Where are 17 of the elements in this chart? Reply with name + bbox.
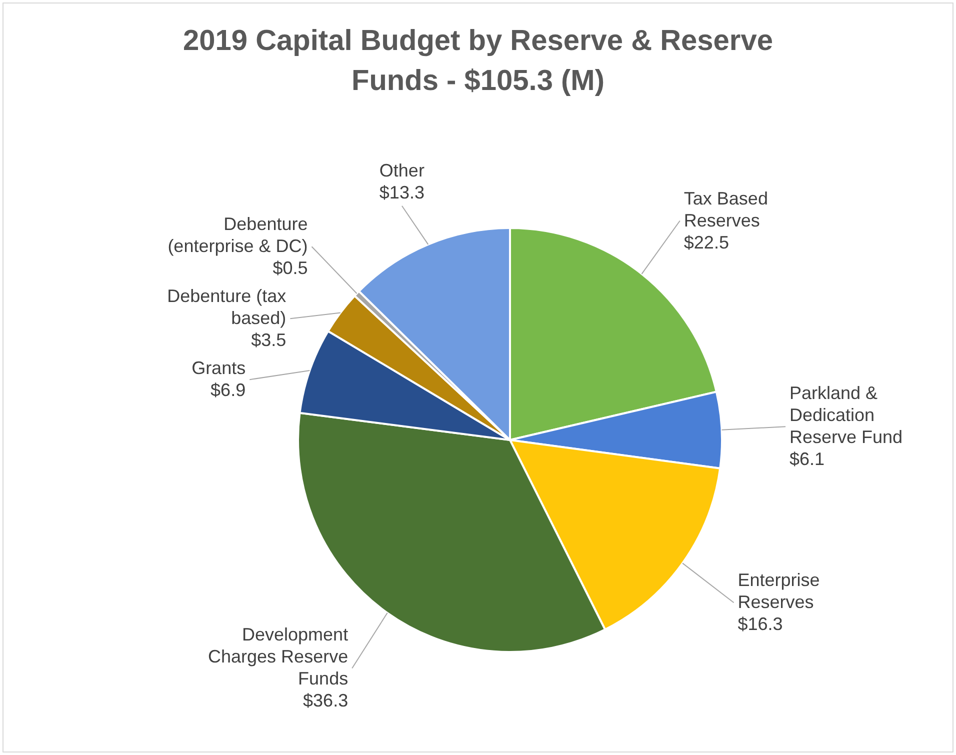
slice-label: Tax Based Reserves — [684, 188, 768, 230]
data-label: $36.3 — [303, 690, 348, 711]
data-label: $13.3 — [379, 182, 424, 202]
data-label: $3.5 — [251, 330, 286, 350]
slice-label: Enterprise Reserves — [738, 570, 820, 612]
chart-title: 2019 Capital Budget by Reserve & Reserve Funds - $105.3 (M) — [183, 25, 773, 97]
slice-label: Development Charges Reserve Funds — [208, 624, 348, 689]
data-label: $6.9 — [210, 380, 246, 400]
slice-label: Debenture (enterprise & DC) — [168, 214, 308, 256]
slice-label: Grants — [192, 358, 246, 378]
data-label: $16.3 — [738, 614, 783, 634]
data-label: $0.5 — [272, 258, 308, 278]
slice-label: Parkland & Dedication Reserve Fund — [790, 383, 903, 448]
slice-label: Debenture (tax based) — [167, 286, 286, 328]
data-label: $6.1 — [790, 449, 825, 470]
slice-label: Other — [379, 160, 424, 180]
data-label: $22.5 — [684, 232, 729, 252]
